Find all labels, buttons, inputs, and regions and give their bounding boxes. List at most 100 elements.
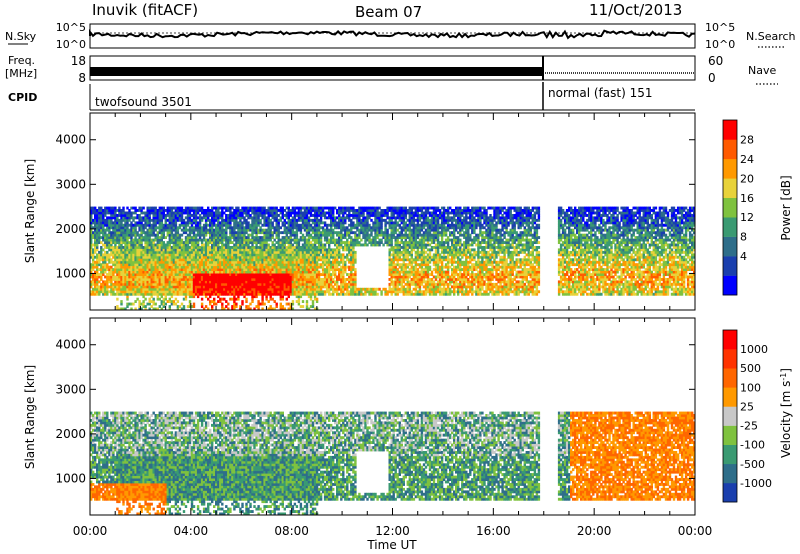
data-cell: [390, 246, 393, 249]
data-cell: [386, 209, 389, 212]
data-cell: [267, 216, 270, 220]
data-cell: [315, 238, 319, 242]
data-cell: [291, 270, 295, 274]
data-cell: [305, 211, 309, 215]
data-cell: [394, 221, 397, 225]
data-cell: [293, 206, 297, 210]
data-cell: [271, 248, 274, 252]
data-cell: [241, 246, 244, 249]
data-cell: [390, 216, 393, 220]
data-cell: [110, 268, 113, 271]
data-cell: [112, 268, 115, 271]
data-cell: [227, 290, 230, 294]
data-cell: [301, 243, 305, 247]
data-cell: [223, 297, 226, 301]
data-cell: [323, 292, 327, 296]
data-cell: [110, 253, 113, 257]
data-cell: [172, 292, 176, 296]
data-cell: [146, 231, 149, 235]
data-cell: [366, 287, 369, 291]
data-cell: [330, 238, 333, 242]
data-cell: [283, 270, 286, 274]
data-cell: [255, 260, 258, 264]
data-cell: [170, 216, 174, 220]
data-cell: [253, 275, 256, 279]
data-cell: [146, 273, 149, 276]
data-cell: [269, 295, 272, 299]
data-cell: [150, 223, 153, 227]
data-cell: [348, 241, 351, 244]
data-cell: [346, 231, 349, 235]
data-cell: [233, 238, 236, 242]
data-cell: [134, 223, 137, 227]
data-cell: [301, 211, 305, 215]
data-cell: [295, 241, 299, 244]
data-cell: [184, 253, 188, 257]
data-cell: [287, 263, 290, 267]
data-cell: [255, 263, 258, 267]
data-cell: [190, 228, 194, 232]
data-cell: [176, 218, 180, 222]
data-cell: [200, 211, 204, 215]
data-cell: [219, 263, 222, 267]
data-cell: [128, 282, 131, 286]
data-cell: [92, 282, 95, 286]
data-cell: [338, 243, 341, 247]
data-cell: [178, 292, 182, 296]
data-cell: [332, 280, 335, 284]
data-cell: [166, 243, 169, 247]
data-cell: [368, 226, 371, 230]
data-cell: [120, 290, 123, 294]
data-cell: [354, 226, 357, 230]
data-cell: [348, 292, 351, 296]
data-cell: [182, 278, 186, 281]
data-cell: [182, 241, 186, 244]
data-cell: [328, 216, 331, 220]
data-cell: [152, 211, 155, 215]
data-cell: [332, 248, 335, 252]
data-cell: [194, 275, 198, 279]
data-cell: [200, 270, 204, 274]
data-cell: [200, 209, 204, 212]
data-cell: [243, 221, 246, 225]
data-cell: [237, 226, 240, 230]
data-cell: [273, 268, 276, 271]
data-cell: [342, 275, 345, 279]
data-cell: [217, 285, 220, 289]
data-cell: [196, 250, 200, 254]
data-cell: [287, 292, 290, 296]
data-cell: [249, 260, 252, 264]
data-cell: [338, 238, 341, 242]
data-cell: [198, 248, 202, 252]
data-cell: [293, 209, 297, 212]
data-cell: [110, 258, 113, 262]
data-cell: [354, 231, 357, 235]
data-cell: [202, 260, 206, 264]
data-cell: [317, 238, 321, 242]
data-cell: [198, 221, 202, 225]
data-cell: [176, 263, 180, 267]
data-cell: [346, 248, 349, 252]
data-cell: [144, 218, 147, 222]
data-cell: [221, 223, 224, 227]
data-cell: [368, 223, 371, 227]
data-cell: [108, 223, 111, 227]
data-cell: [342, 287, 345, 291]
data-cell: [150, 238, 153, 242]
data-cell: [287, 223, 290, 227]
data-cell: [299, 214, 303, 217]
data-cell: [295, 285, 299, 289]
data-cell: [134, 260, 137, 264]
data-cell: [144, 216, 147, 220]
data-cell: [124, 248, 127, 252]
data-cell: [156, 216, 159, 220]
data-cell: [251, 255, 254, 259]
data-cell: [237, 236, 240, 239]
data-cell: [350, 206, 353, 210]
data-cell: [168, 290, 171, 294]
data-cell: [180, 280, 184, 284]
data-cell: [231, 260, 234, 264]
data-cell: [364, 206, 367, 210]
data-cell: [243, 295, 246, 299]
data-cell: [104, 292, 107, 296]
